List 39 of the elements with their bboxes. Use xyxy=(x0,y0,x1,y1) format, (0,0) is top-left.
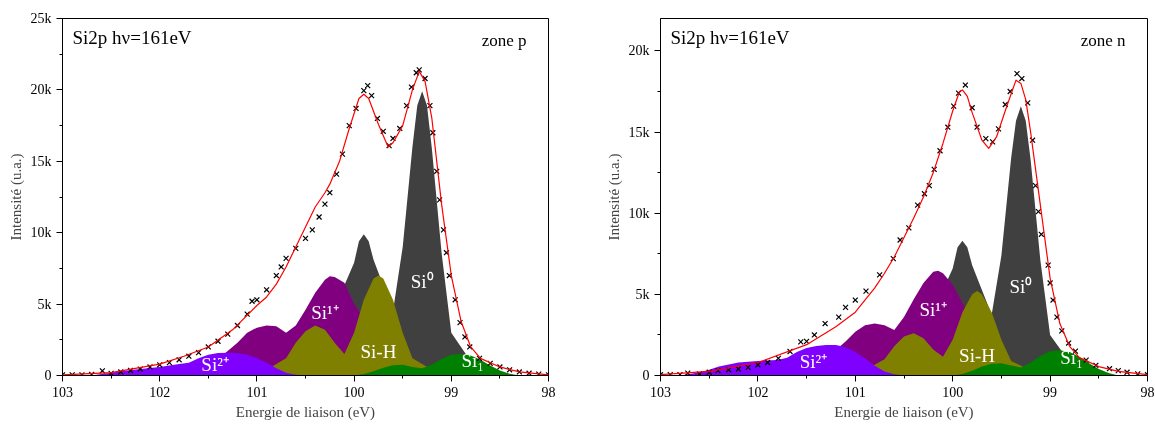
x-axis-title: Energie de liaison (eV) xyxy=(834,403,974,421)
x-tick-label: 102 xyxy=(149,384,171,400)
series-label: Si⁰ xyxy=(410,271,434,293)
x-tick-label: 103 xyxy=(52,384,73,400)
x-tick-label: 102 xyxy=(747,384,769,400)
series-label: Si²⁺ xyxy=(799,350,828,372)
y-tick-label: 15k xyxy=(628,124,650,140)
y-tick-label: 0 xyxy=(44,368,52,383)
y-tick-label: 20k xyxy=(628,43,650,59)
annotation: zone p xyxy=(481,30,527,50)
y-tick-label: 5k xyxy=(635,286,650,302)
x-axis-title: Energie de liaison (eV) xyxy=(235,403,376,421)
x-tick-label: 103 xyxy=(650,384,671,400)
x-tick-label: 101 xyxy=(844,384,866,400)
x-tick-label: 100 xyxy=(942,384,964,400)
series-label: Si⁰ xyxy=(1009,276,1033,298)
y-axis-title: Intensité (u.a.) xyxy=(605,153,623,241)
y-axis-title: Intensité (u.a.) xyxy=(7,153,25,241)
y-tick-label: 10k xyxy=(628,205,650,221)
y-tick-label: 5k xyxy=(37,296,52,312)
x-tick-label: 100 xyxy=(343,384,365,400)
annotation: Si2p hν=161eV xyxy=(670,26,790,48)
y-tick-label: 20k xyxy=(30,82,52,98)
y-tick-label: 15k xyxy=(30,153,52,169)
y-tick-label: 25k xyxy=(30,11,52,26)
series-label: Si²⁺ xyxy=(201,354,229,376)
x-tick-label: 101 xyxy=(246,384,268,400)
annotation: zone n xyxy=(1080,30,1126,50)
x-tick-label: 98 xyxy=(1140,384,1155,400)
x-tick-label: 99 xyxy=(444,384,459,400)
series-label: Si¹⁺ xyxy=(919,299,947,321)
y-tick-label: 0 xyxy=(642,368,650,383)
series-label: Si¹⁺ xyxy=(311,302,339,324)
y-tick-label: 10k xyxy=(30,225,52,241)
series-label: Si-H xyxy=(360,341,397,363)
series-label: Si-H xyxy=(959,344,996,366)
x-tick-label: 99 xyxy=(1043,384,1058,400)
annotation: Si2p hν=161eV xyxy=(72,26,192,48)
x-tick-label: 98 xyxy=(541,384,556,400)
